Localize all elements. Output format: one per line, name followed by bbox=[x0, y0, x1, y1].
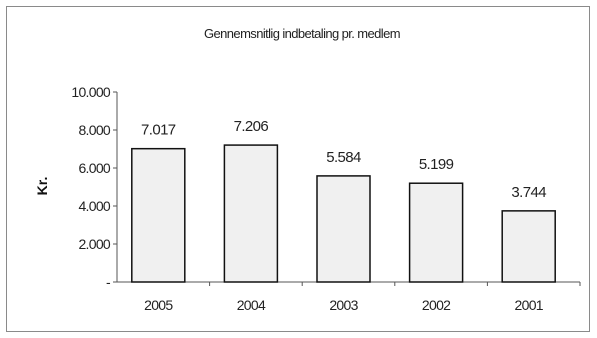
x-tick-label: 2003 bbox=[329, 297, 358, 313]
bar-2004 bbox=[223, 144, 279, 283]
bar-2001 bbox=[501, 210, 556, 283]
x-tick-label: 2004 bbox=[237, 297, 266, 313]
data-label-2001: 3.744 bbox=[511, 184, 546, 201]
y-tick-label: - bbox=[106, 274, 111, 290]
data-label-2003: 5.584 bbox=[326, 149, 361, 166]
x-tick-label: 2001 bbox=[515, 297, 544, 313]
bar-2005 bbox=[131, 147, 186, 283]
data-label-2004: 7.206 bbox=[234, 118, 269, 135]
data-label-2005: 7.017 bbox=[141, 122, 176, 139]
y-tick-label: 8.000 bbox=[78, 122, 110, 138]
y-tick-label: 2.000 bbox=[78, 236, 110, 252]
plot-area: - 2.000 4.000 6.000 8.000 10.000 7.017 2005 7.20… bbox=[71, 84, 581, 313]
y-tick-label: 4.000 bbox=[78, 198, 110, 214]
y-axis-label: Kr. bbox=[34, 177, 50, 196]
x-tick-label: 2002 bbox=[422, 297, 451, 313]
chart-frame bbox=[6, 6, 590, 332]
bar-2002 bbox=[408, 182, 464, 283]
chart-title: Gennemsnitlig indbetaling pr. medlem bbox=[204, 26, 400, 41]
bar-2003 bbox=[316, 175, 371, 283]
data-label-2002: 5.199 bbox=[419, 156, 454, 173]
x-tick-label: 2005 bbox=[144, 297, 173, 313]
y-tick-label: 6.000 bbox=[78, 160, 110, 176]
y-tick-label: 10.000 bbox=[71, 84, 111, 100]
